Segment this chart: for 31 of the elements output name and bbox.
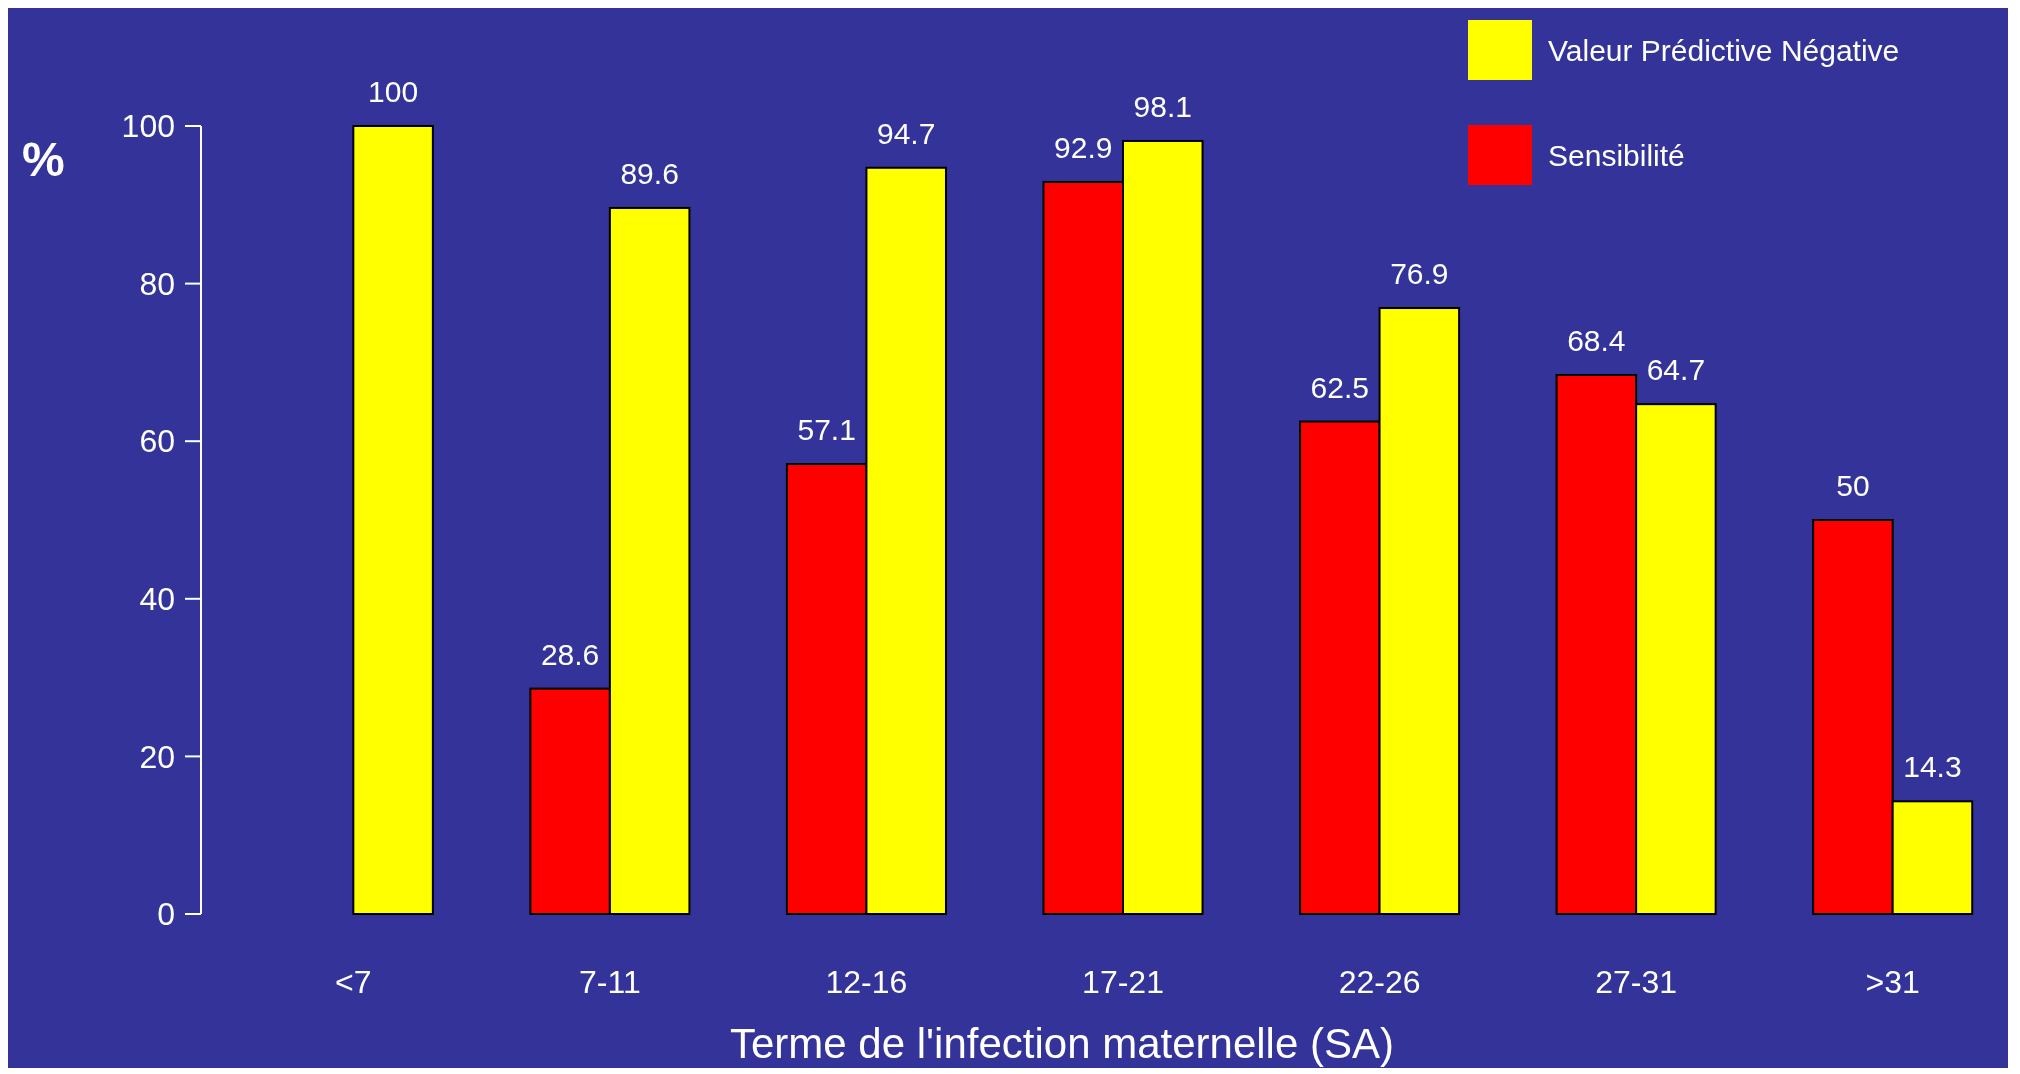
data-label: 98.1 <box>1133 89 1192 123</box>
x-tick-label: 17-21 <box>1082 964 1164 1000</box>
legend-label: Valeur Prédictive Négative <box>1548 33 1900 67</box>
y-tick-label: 100 <box>121 108 175 145</box>
x-tick-label: 22-26 <box>1338 964 1421 1000</box>
data-label: 64.7 <box>1646 353 1706 387</box>
data-label: 57.1 <box>797 413 856 447</box>
data-label: 62.5 <box>1310 370 1369 404</box>
x-tick-label: 12-16 <box>825 964 908 1000</box>
data-label: 28.6 <box>540 637 600 671</box>
data-label: 89.6 <box>620 156 679 190</box>
x-axis-title: Terme de l'infection maternelle (SA) <box>730 1020 1394 1067</box>
data-label: 68.4 <box>1567 324 1626 358</box>
y-axis-title: % <box>22 133 65 186</box>
y-tick-label: 80 <box>139 265 175 302</box>
data-label: 92.9 <box>1054 130 1113 164</box>
data-label: 100 <box>368 75 419 108</box>
y-tick-label: 0 <box>157 896 175 933</box>
data-label: 14.3 <box>1903 750 1962 784</box>
y-tick-label: 20 <box>139 738 175 775</box>
data-label: 94.7 <box>877 116 936 150</box>
data-label: 50 <box>1836 469 1870 502</box>
x-tick-label: >31 <box>1865 964 1920 1000</box>
x-tick-label: 27-31 <box>1595 964 1678 1000</box>
bar <box>352 125 434 915</box>
x-tick-label: <7 <box>335 964 372 1000</box>
legend-label: Sensibilité <box>1548 138 1685 172</box>
x-tick-label: 7-11 <box>579 964 641 1000</box>
y-tick-label: 40 <box>139 581 175 617</box>
data-label: 76.9 <box>1390 257 1449 291</box>
y-tick-label: 60 <box>139 423 175 460</box>
